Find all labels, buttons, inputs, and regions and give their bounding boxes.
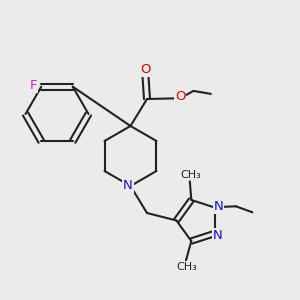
Text: O: O	[175, 90, 185, 104]
Text: CH₃: CH₃	[180, 170, 201, 180]
Text: N: N	[212, 229, 222, 242]
Text: O: O	[140, 63, 151, 76]
Text: N: N	[123, 179, 133, 192]
Text: N: N	[214, 200, 223, 213]
Text: F: F	[30, 79, 38, 92]
Text: CH₃: CH₃	[176, 262, 197, 272]
